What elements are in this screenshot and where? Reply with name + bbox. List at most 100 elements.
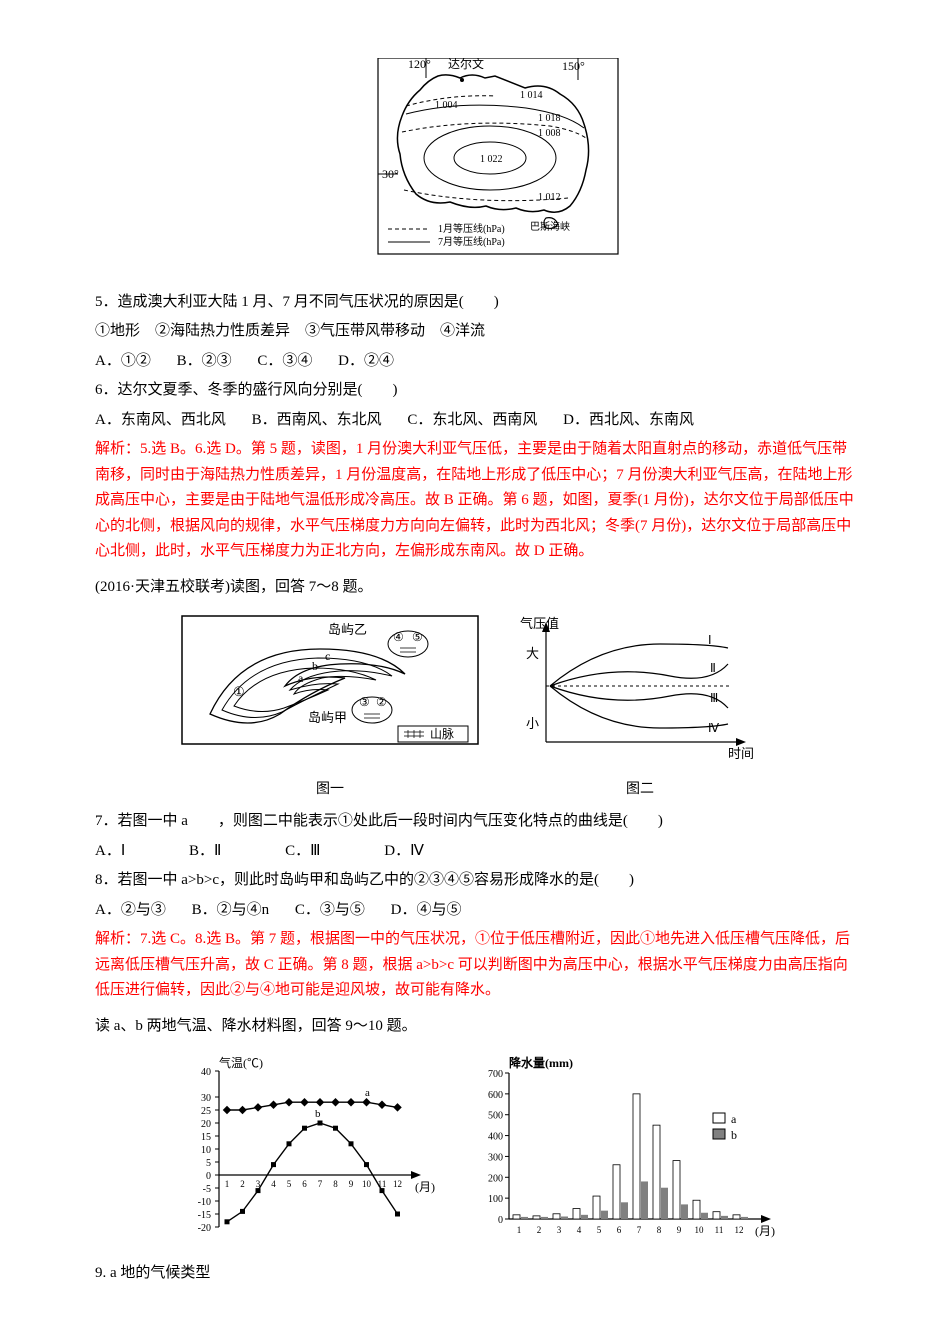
fig2a-svg: 岛屿乙 岛屿甲 c b a ① ③ ② ④ ⑤ 山脉 bbox=[180, 614, 480, 764]
australia-map-figure: 120°达尔文150°1 0141 0041 0181 0081 02230°1… bbox=[95, 58, 855, 268]
svg-text:-5: -5 bbox=[203, 1184, 211, 1195]
q8-options: A．②与③ B．②与④n C．③与⑤ D．④与⑤ bbox=[95, 898, 855, 924]
svg-text:200: 200 bbox=[488, 1174, 503, 1185]
q6-c: C．东北风、西南风 bbox=[407, 408, 537, 434]
ylabel-pressure: 气压值 bbox=[520, 616, 559, 631]
label-island-b: 岛屿乙 bbox=[328, 622, 367, 637]
q8-d: D．④与⑤ bbox=[391, 898, 462, 924]
curve-1: Ⅰ bbox=[708, 633, 712, 647]
svg-text:600: 600 bbox=[488, 1090, 503, 1101]
svg-text:-15: -15 bbox=[198, 1210, 211, 1221]
svg-text:7: 7 bbox=[637, 1225, 642, 1235]
svg-text:30°: 30° bbox=[382, 167, 399, 181]
svg-text:1 018: 1 018 bbox=[538, 113, 561, 124]
svg-text:10: 10 bbox=[695, 1225, 705, 1235]
svg-text:10: 10 bbox=[201, 1145, 211, 1156]
svg-text:a: a bbox=[365, 1087, 370, 1099]
svg-text:1 014: 1 014 bbox=[520, 90, 543, 101]
svg-text:120°: 120° bbox=[408, 58, 431, 71]
label-n4: ④ bbox=[393, 630, 404, 644]
svg-text:5: 5 bbox=[597, 1225, 602, 1235]
q9-stem: 9. a 地的气候类型 bbox=[95, 1261, 855, 1287]
legend-b: b bbox=[731, 1128, 737, 1142]
fig2b-caption: 图二 bbox=[510, 778, 770, 802]
label-n5: ⑤ bbox=[412, 630, 423, 644]
svg-text:11: 11 bbox=[378, 1179, 387, 1189]
svg-text:1 004: 1 004 bbox=[435, 100, 458, 111]
svg-text:巴斯海峡: 巴斯海峡 bbox=[530, 220, 570, 233]
q5-c: C．③④ bbox=[257, 349, 312, 375]
svg-text:1: 1 bbox=[517, 1225, 522, 1235]
climate-figures-row: 气温(℃) (月) 40302520151050-5-10-15-20 1234… bbox=[95, 1053, 855, 1253]
temp-ylabel: 气温(℃) bbox=[219, 1055, 263, 1070]
svg-text:3: 3 bbox=[557, 1225, 562, 1235]
q7-b: B．Ⅱ bbox=[189, 839, 221, 865]
analysis-5-6: 解析：5.选 B。6.选 D。第 5 题，读图，1 月份澳大利亚气压低，主要是由… bbox=[95, 437, 855, 565]
svg-text:9: 9 bbox=[677, 1225, 682, 1235]
svg-text:300: 300 bbox=[488, 1153, 503, 1164]
q8-b: B．②与④n bbox=[192, 898, 270, 924]
q6-options: A．东南风、西北风 B．西南风、东北风 C．东北风、西南风 D．西北风、东南风 bbox=[95, 408, 855, 434]
q7-c: C．Ⅲ bbox=[285, 839, 320, 865]
svg-text:1月等压线(hPa): 1月等压线(hPa) bbox=[438, 222, 505, 235]
svg-text:15: 15 bbox=[201, 1132, 211, 1143]
svg-text:0: 0 bbox=[206, 1171, 211, 1182]
label-n2: ② bbox=[376, 695, 387, 709]
label-mountain: 山脉 bbox=[430, 726, 454, 741]
precip-xunit: (月) bbox=[755, 1224, 775, 1238]
q8-stem: 8．若图一中 a>b>c，则此时岛屿甲和岛屿乙中的②③④⑤容易形成降水的是( ) bbox=[95, 868, 855, 894]
intro-7-8: (2016·天津五校联考)读图，回答 7～8 题。 bbox=[95, 575, 855, 601]
q5-sub: ①地形 ②海陆热力性质差异 ③气压带风带移动 ④洋流 bbox=[95, 319, 855, 345]
svg-text:700: 700 bbox=[488, 1069, 503, 1080]
svg-text:-20: -20 bbox=[198, 1223, 211, 1234]
svg-text:1 012: 1 012 bbox=[538, 192, 561, 203]
svg-text:150°: 150° bbox=[562, 59, 585, 73]
intro-9-10: 读 a、b 两地气温、降水材料图，回答 9～10 题。 bbox=[95, 1014, 855, 1040]
svg-text:2: 2 bbox=[240, 1179, 245, 1189]
svg-text:8: 8 bbox=[657, 1225, 662, 1235]
svg-text:6: 6 bbox=[617, 1225, 622, 1235]
q6-stem: 6．达尔文夏季、冬季的盛行风向分别是( ) bbox=[95, 378, 855, 404]
q5-options: A．①② B．②③ C．③④ D．②④ bbox=[95, 349, 855, 375]
svg-text:500: 500 bbox=[488, 1111, 503, 1122]
q7-stem: 7．若图一中 a ，则图二中能表示①处此后一段时间内气压变化特点的曲线是( ) bbox=[95, 809, 855, 835]
curve-3: Ⅲ bbox=[710, 691, 718, 705]
q7-d: D．Ⅳ bbox=[384, 839, 424, 865]
q5-b: B．②③ bbox=[177, 349, 232, 375]
curve-4: Ⅳ bbox=[708, 721, 719, 735]
svg-text:400: 400 bbox=[488, 1132, 503, 1143]
svg-text:8: 8 bbox=[333, 1179, 338, 1189]
q7-options: A．Ⅰ B．Ⅱ C．Ⅲ D．Ⅳ bbox=[95, 839, 855, 865]
svg-text:7月等压线(hPa): 7月等压线(hPa) bbox=[438, 235, 505, 248]
svg-text:11: 11 bbox=[715, 1225, 724, 1235]
svg-text:达尔文: 达尔文 bbox=[448, 58, 484, 71]
svg-text:12: 12 bbox=[735, 1225, 744, 1235]
svg-text:1: 1 bbox=[225, 1179, 230, 1189]
q8-c: C．③与⑤ bbox=[295, 898, 365, 924]
label-big: 大 bbox=[526, 646, 539, 661]
svg-text:4: 4 bbox=[271, 1179, 276, 1189]
precip-ylabel: 降水量(mm) bbox=[509, 1055, 573, 1070]
svg-text:5: 5 bbox=[287, 1179, 292, 1189]
q6-a: A．东南风、西北风 bbox=[95, 408, 226, 434]
svg-text:6: 6 bbox=[302, 1179, 307, 1189]
svg-text:40: 40 bbox=[201, 1067, 211, 1078]
q6-b: B．西南风、东北风 bbox=[252, 408, 382, 434]
label-b: b bbox=[312, 659, 318, 673]
svg-text:5: 5 bbox=[206, 1158, 211, 1169]
label-n1: ① bbox=[233, 684, 245, 699]
xlabel-time: 时间 bbox=[728, 746, 754, 761]
svg-text:100: 100 bbox=[488, 1194, 503, 1205]
svg-text:30: 30 bbox=[201, 1093, 211, 1104]
q7-a: A．Ⅰ bbox=[95, 839, 125, 865]
svg-text:4: 4 bbox=[577, 1225, 582, 1235]
fig2a-wrap: 岛屿乙 岛屿甲 c b a ① ③ ② ④ ⑤ 山脉 图一 bbox=[180, 614, 480, 801]
label-island-a: 岛屿甲 bbox=[308, 710, 347, 725]
q8-a: A．②与③ bbox=[95, 898, 166, 924]
fig3a-svg: 气温(℃) (月) 40302520151050-5-10-15-20 1234… bbox=[165, 1053, 435, 1243]
label-small: 小 bbox=[526, 716, 539, 731]
q6-d: D．西北风、东南风 bbox=[563, 408, 694, 434]
svg-text:b: b bbox=[315, 1108, 321, 1120]
svg-text:0: 0 bbox=[498, 1215, 503, 1226]
q5-a: A．①② bbox=[95, 349, 151, 375]
